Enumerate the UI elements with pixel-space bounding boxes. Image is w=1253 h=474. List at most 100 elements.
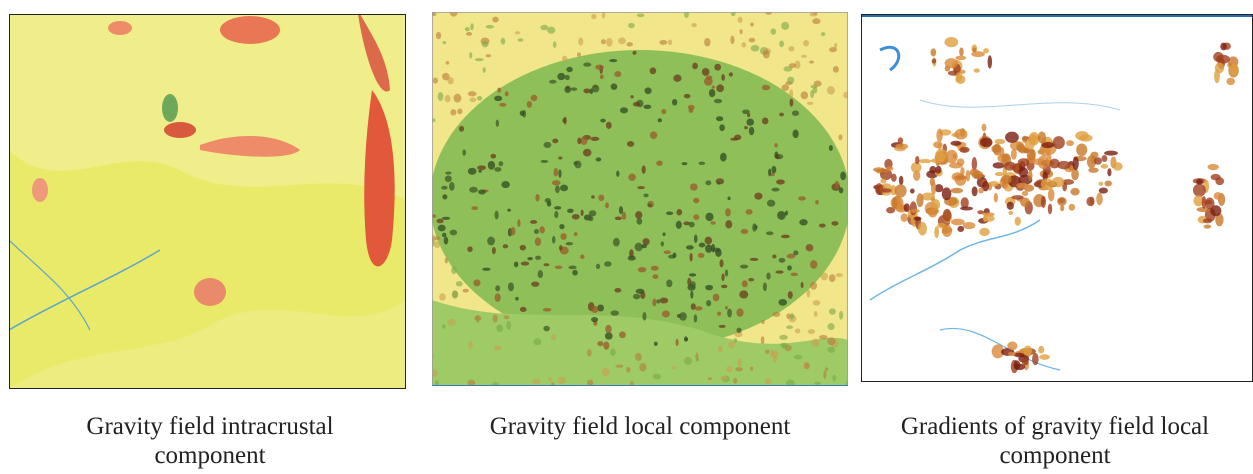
map-spot [807,102,814,105]
map-spot [477,96,482,101]
map-spot [611,83,618,89]
map-spot [521,262,529,266]
map-zone [430,50,850,350]
map-spot [495,211,499,220]
map-spot [567,209,574,213]
map-spot [436,32,441,39]
map-spot [710,221,715,224]
map-spot [1041,196,1046,208]
map-spot [596,264,600,269]
map-spot [779,113,784,117]
map-spot [601,39,606,44]
map-spot [437,219,444,224]
map-spot [706,76,713,80]
map-spot [838,134,842,140]
map-spot [600,119,606,123]
map-spot [574,232,578,236]
map-spot [668,39,672,45]
map-spot [468,341,473,349]
map-anomaly [162,94,178,122]
map-spot [1220,43,1227,51]
map-spot [557,377,566,384]
map-spot [1039,354,1050,360]
map-spot [721,285,728,289]
map-spot [813,87,818,94]
map-spot [517,38,523,42]
map-spot [568,266,576,270]
map-spot [580,255,584,259]
map-spot [615,365,623,368]
map-spot [535,256,541,260]
map-spot [714,64,721,71]
map-spot [931,181,936,194]
map-spot [775,155,779,159]
caption: Gravity field intracrustal component [60,412,360,470]
map-spot [736,308,743,317]
map-spot [827,347,835,353]
map-anomaly [108,21,132,35]
map-spot [750,22,754,26]
map-spot [831,221,838,226]
map-spot [1102,155,1108,162]
map-spot [730,138,738,141]
map-spot [787,265,792,270]
map-spot [565,75,570,80]
map-spot [726,366,732,373]
map-spot [694,314,698,322]
map-spot [452,290,459,298]
map-spot [690,281,696,288]
map-spot [812,18,820,24]
map-spot [819,223,826,227]
map-spot [946,150,958,164]
map-spot [762,85,770,91]
map-spot [656,299,660,303]
map-spot [508,282,514,291]
map-spot [496,324,503,332]
map-spot [527,101,532,108]
map-spot [658,118,662,122]
map-spot [434,241,441,248]
map-spot [690,291,693,299]
map-spot [991,145,1001,153]
map-spot [814,81,822,87]
map-spot [928,208,937,218]
map-spot [751,45,760,52]
map-spot [534,229,539,234]
map-spot [639,363,646,372]
map-spot [711,244,715,253]
map-spot [554,211,558,218]
map-spot [954,175,968,179]
map-spot [431,13,436,17]
map-spot [765,378,772,385]
map-spot [933,141,943,148]
map-spot [619,331,626,338]
map-spot [705,285,713,290]
map-spot [773,356,777,363]
map-spot [932,59,937,64]
map-spot [494,167,501,172]
map-spot [957,226,964,232]
map-spot [659,40,667,45]
map-spot [918,222,927,236]
map-spot [709,89,715,97]
map-spot [663,232,666,236]
map-spot [696,358,699,361]
map-spot [875,183,883,195]
map-spot [644,105,652,109]
map-spot [930,48,936,56]
map-spot [533,338,541,345]
map-spot [1066,140,1074,146]
map-spot [578,37,583,45]
map-spot [504,315,510,319]
map-spot [644,87,651,94]
map-spot [605,332,613,339]
map-spot [1094,157,1102,164]
map-spot [720,153,727,162]
map-spot [535,237,541,246]
map-spot [552,180,561,185]
map-spot [810,260,817,269]
caption: Gravity field local component [440,412,840,441]
map-spot [983,215,995,222]
map-spot [439,293,446,300]
map-spot [543,142,551,148]
